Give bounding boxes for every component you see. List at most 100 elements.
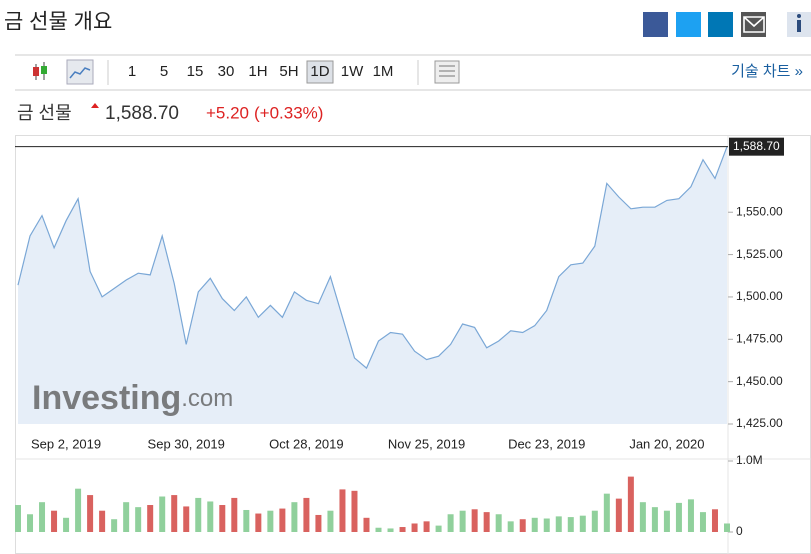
volume-bar: [183, 506, 190, 532]
x-tick-label: Nov 25, 2019: [388, 436, 465, 451]
info-glyph: [797, 20, 801, 32]
y-tick-label: 1,475.00: [736, 331, 783, 345]
y-tick-label: 1,425.00: [736, 416, 783, 430]
interval-button[interactable]: 1M: [373, 63, 394, 80]
volume-bar: [711, 509, 718, 532]
line-chart-button[interactable]: [66, 59, 94, 85]
last-price-label: 1,588.70: [733, 139, 780, 153]
x-tick-label: Sep 2, 2019: [31, 436, 101, 451]
x-tick-label: Oct 28, 2019: [269, 436, 343, 451]
volume-bar: [591, 510, 598, 532]
volume-bar: [387, 528, 394, 532]
volume-bar: [519, 519, 526, 532]
volume-bar: [483, 512, 490, 532]
volume-bar: [363, 517, 370, 532]
interval-button[interactable]: 5: [160, 63, 168, 80]
interval-group: 1 5 15 30 1H 5H 1D 1W 1M: [128, 60, 394, 84]
plot: 1,425.00 1,450.00 1,475.00 1,500.00 1,525.00…: [15, 137, 784, 538]
quote-name: 금 선물: [17, 103, 72, 123]
volume-bar: [219, 505, 226, 532]
table-icon: [439, 65, 455, 77]
volume-tick-label: 1.0M: [736, 453, 763, 467]
volume-bar: [255, 513, 262, 532]
volume-bar: [435, 525, 442, 532]
volume-bar: [99, 510, 106, 532]
share-icons: [643, 12, 811, 37]
volume-bar: [651, 507, 658, 532]
volume-bar: [279, 508, 286, 532]
volume-bar: [111, 519, 118, 532]
y-tick-label: 1,450.00: [736, 374, 783, 388]
volume-bar: [147, 505, 154, 532]
volume-bar: [171, 495, 178, 532]
volume-bar: [603, 493, 610, 532]
facebook-icon[interactable]: [643, 12, 668, 37]
twitter-icon[interactable]: [676, 12, 701, 37]
table-button[interactable]: [434, 60, 460, 84]
volume-bar: [423, 521, 430, 532]
volume-bar: [675, 502, 682, 532]
volume-bar: [411, 523, 418, 532]
volume-bar: [51, 510, 58, 532]
volume-bar: [315, 514, 322, 532]
interval-button[interactable]: 1H: [248, 63, 267, 80]
interval-selected: [306, 60, 334, 84]
volume-bar: [375, 527, 382, 532]
volume-bar: [507, 521, 514, 532]
volume-tick-label: 0: [736, 524, 743, 538]
volume-bar: [724, 523, 730, 532]
linkedin-icon[interactable]: [708, 12, 733, 37]
quote-change-pct: (+0.33%): [254, 103, 323, 122]
y-tick-label: 1,525.00: [736, 247, 783, 261]
y-tick-label: 1,550.00: [736, 204, 783, 218]
interval-button[interactable]: 5H: [279, 63, 298, 80]
quote-price: 1,588.70: [105, 103, 179, 124]
volume-bar: [687, 499, 694, 532]
interval-button[interactable]: 15: [187, 63, 204, 80]
volume-bar: [447, 514, 454, 532]
volume-bar: [63, 517, 70, 532]
up-arrow: [91, 103, 99, 108]
volume-bar: [243, 509, 250, 532]
volume-bar: [87, 495, 94, 532]
page-title: 금 선물 개요: [4, 11, 112, 34]
interval-button[interactable]: 1D: [310, 63, 329, 80]
volume-bar: [15, 505, 21, 532]
price-area: [18, 146, 727, 424]
volume-bar: [615, 498, 622, 532]
volume-bar: [543, 518, 550, 532]
mail-glyph: [743, 16, 765, 33]
volume-bar: [399, 527, 406, 532]
volume-bar: [663, 510, 670, 532]
volume-bar: [267, 510, 274, 532]
interval-button[interactable]: 30: [218, 63, 235, 80]
interval-button[interactable]: 1: [128, 63, 136, 80]
candle-icon[interactable]: [33, 62, 47, 80]
watermark-brand: Investing: [32, 379, 181, 417]
volume-bar: [75, 488, 82, 532]
quote-change: +5.20: [206, 103, 249, 122]
info-dot: [797, 14, 801, 18]
line-icon: [69, 67, 91, 79]
volume-bar: [351, 490, 358, 532]
volume-bar: [471, 509, 478, 532]
volume-bar: [531, 517, 538, 532]
volume-bar: [327, 510, 334, 532]
technical-chart-link[interactable]: 기술 차트 »: [731, 63, 803, 80]
volume-bar: [639, 502, 646, 532]
volume-bar: [339, 489, 346, 532]
x-tick-label: Dec 23, 2019: [508, 436, 585, 451]
volume-bar: [303, 497, 310, 532]
volume-bar: [231, 497, 238, 532]
volume-bar: [579, 515, 586, 532]
volume-bar: [459, 510, 466, 532]
volume-bar: [555, 516, 562, 532]
volume-bar: [39, 502, 46, 532]
volume-bar: [123, 502, 130, 532]
volume-bar: [495, 514, 502, 532]
interval-button[interactable]: 1W: [341, 63, 364, 80]
volume-bar: [699, 512, 706, 532]
x-tick-label: Sep 30, 2019: [148, 436, 225, 451]
